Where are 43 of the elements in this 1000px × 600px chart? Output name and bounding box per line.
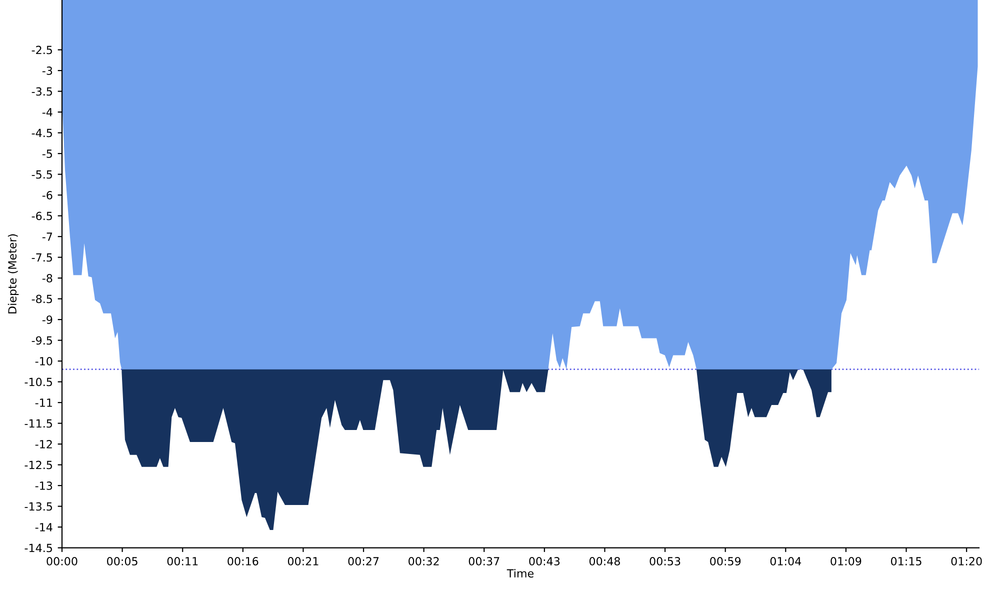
x-tick-label: 00:00 <box>46 557 78 566</box>
y-tick-label: -12.5 <box>24 460 52 470</box>
y-tick-label: -9 <box>42 316 52 324</box>
x-tick-label: 00:53 <box>650 557 680 566</box>
y-tick-label: -10 <box>35 357 52 366</box>
y-tick-label: -7.5 <box>32 253 52 262</box>
y-tick-label: -5.5 <box>32 170 52 179</box>
x-tick-label: 01:09 <box>830 557 862 566</box>
y-tick-label: -13.5 <box>24 502 52 511</box>
x-axis-title: Time <box>506 568 534 578</box>
y-tick-label: -8 <box>42 274 52 282</box>
y-tick-label: -13 <box>35 482 52 490</box>
x-tick-label: 01:20 <box>951 557 982 566</box>
y-tick-label: -12 <box>35 440 52 448</box>
x-tick-label: 00:43 <box>529 557 560 566</box>
y-tick-label: -11 <box>35 398 52 407</box>
x-tick-label: 00:27 <box>348 557 379 566</box>
x-tick-label: 00:37 <box>468 557 500 566</box>
y-tick-label: -6.5 <box>32 212 52 220</box>
y-tick-label: -3 <box>42 66 52 75</box>
x-tick-label: 01:04 <box>770 557 802 566</box>
x-tick-label: 00:11 <box>167 557 198 566</box>
y-tick-label: -7 <box>42 232 52 241</box>
x-tick-label: 00:21 <box>288 557 318 566</box>
y-tick-label: -3.5 <box>32 87 52 96</box>
y-tick-label: -2.5 <box>32 46 52 54</box>
x-tick-label: 00:05 <box>107 557 138 566</box>
y-tick-label: -5 <box>42 150 52 158</box>
y-tick-label: -8.5 <box>32 294 52 304</box>
y-tick-label: -4 <box>42 108 52 116</box>
y-axis-title: Diepte (Meter) <box>8 234 19 314</box>
y-tick-label: -10.5 <box>24 378 52 386</box>
y-tick-label: -4.5 <box>32 128 52 138</box>
x-tick-label: 00:48 <box>589 557 620 566</box>
x-tick-label: 00:59 <box>710 557 741 566</box>
x-tick-label: 00:32 <box>408 557 439 566</box>
y-tick-label: -6 <box>42 191 52 200</box>
x-tick-label: 00:16 <box>228 557 258 566</box>
y-tick-label: -9.5 <box>32 336 52 345</box>
y-tick-label: -14.5 <box>24 544 52 552</box>
y-tick-label: -11.5 <box>24 419 52 428</box>
y-tick-label: -14 <box>35 523 52 532</box>
x-tick-label: 01:15 <box>890 557 922 566</box>
